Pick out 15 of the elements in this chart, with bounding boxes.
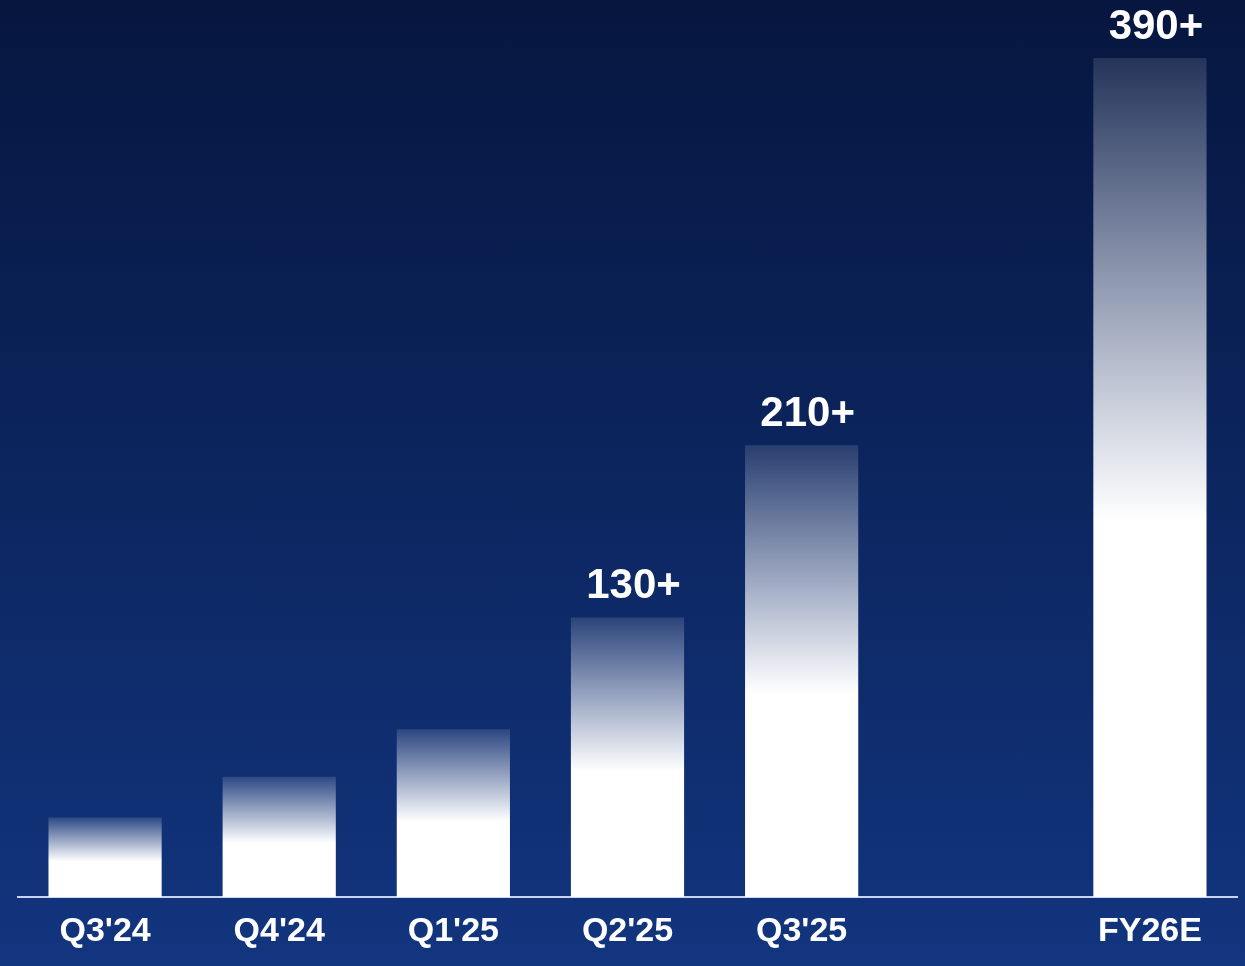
bar xyxy=(1093,58,1207,898)
bar xyxy=(396,729,510,898)
bar xyxy=(222,776,336,898)
data-label: 210+ xyxy=(760,387,855,435)
x-tick-label: Q4'24 xyxy=(233,909,325,948)
bar xyxy=(48,817,162,898)
x-tick-label: Q1'25 xyxy=(407,909,499,948)
x-tick-label: Q2'25 xyxy=(581,909,674,948)
data-label: 390+ xyxy=(1108,0,1204,48)
bar xyxy=(745,445,859,898)
x-tick-label: Q3'25 xyxy=(756,909,848,948)
x-tick-label: FY26E xyxy=(1097,909,1202,948)
x-tick-label: Q3'24 xyxy=(59,909,151,948)
bar xyxy=(570,617,685,898)
data-label: 130+ xyxy=(586,560,681,608)
